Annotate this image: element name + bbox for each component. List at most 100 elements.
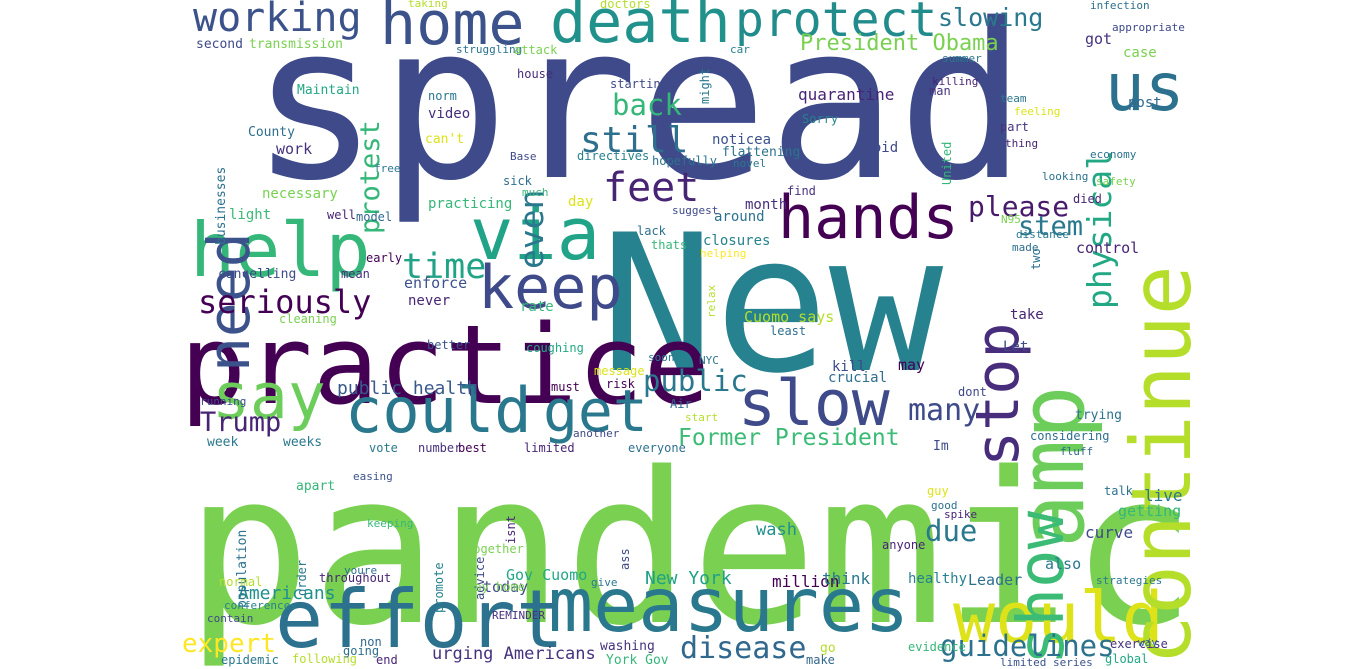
word-keep: keep	[478, 253, 623, 323]
word-disease: disease	[680, 631, 807, 666]
word-quarantine: quarantine	[798, 85, 895, 104]
word-distance: distance	[1016, 228, 1069, 241]
word-work: work	[276, 140, 313, 158]
word-feet: feet	[603, 165, 700, 211]
word-necessary: necessary	[262, 186, 338, 202]
word-good: good	[931, 499, 958, 512]
word-slowing: slowing	[938, 3, 1044, 32]
word-better: better	[427, 338, 471, 352]
word-hands: hands	[778, 183, 959, 253]
word-man: man	[929, 84, 951, 98]
word-isnt: isnt	[504, 515, 518, 544]
word-closures: closures	[703, 233, 771, 249]
word-feeling: feeling	[1014, 105, 1061, 118]
word-curve: curve	[1085, 523, 1134, 542]
word-youre: youre	[344, 564, 378, 577]
word-president-obama: President Obama	[800, 31, 999, 56]
word-sorry: Sorry	[802, 112, 839, 126]
word-house: house	[517, 67, 554, 81]
word-working: working	[193, 0, 362, 41]
word-slow: slow	[738, 367, 890, 440]
word-economy: economy	[1090, 148, 1137, 161]
word-many: many	[908, 393, 981, 428]
word-control: control	[1076, 239, 1140, 257]
word-washing: washing	[600, 639, 655, 654]
word-normal: normal	[219, 575, 263, 589]
word-summer: summer	[942, 52, 982, 65]
word-limited-series: limited series	[1000, 656, 1093, 669]
word-least: least	[770, 324, 807, 338]
word-attack: attack	[514, 43, 558, 57]
word-infection: infection	[1090, 0, 1150, 12]
word-running: running	[200, 395, 247, 408]
word-weeks: weeks	[283, 435, 323, 450]
word-ass: ass	[618, 548, 632, 570]
word-well: well	[327, 208, 356, 222]
word-evidence: evidence	[908, 640, 966, 654]
word-risk: risk	[606, 377, 635, 391]
word-died: died	[1073, 192, 1102, 206]
word-kill: kill	[832, 359, 866, 375]
word-united: United	[940, 141, 954, 185]
word-wash: wash	[756, 520, 797, 540]
word-doctors: doctors	[600, 0, 651, 11]
word-death: death	[550, 0, 731, 57]
word-noticea: noticea	[712, 132, 772, 148]
word-stem: stem	[1018, 211, 1084, 242]
word-spike: spike	[944, 508, 978, 521]
word-county: County	[248, 125, 295, 140]
word-york-gov: York Gov	[606, 653, 669, 668]
word-hopefully: hopefully	[652, 154, 718, 168]
word-promote: promote	[432, 562, 446, 613]
word-continue: continue	[1113, 265, 1210, 665]
word-exercise: exercise	[1110, 637, 1168, 651]
word-guidelines: guidelines	[940, 629, 1115, 663]
word-directives: directives	[577, 149, 650, 163]
word-think: think	[822, 569, 871, 588]
word-healthy: healthy	[908, 571, 968, 587]
word-let: Let	[1003, 339, 1029, 355]
word-americans: Americans	[238, 583, 336, 604]
word-looking: looking	[1042, 170, 1089, 183]
word-please: please	[968, 190, 1070, 223]
word-today: today	[483, 578, 529, 596]
word-public: public	[643, 364, 748, 398]
word-im: Im	[933, 439, 949, 454]
word-safety: safety	[1096, 175, 1136, 188]
word-practice: practice	[180, 301, 710, 429]
word-lack: lack	[637, 224, 666, 238]
word-population: population	[235, 529, 250, 608]
word-starting: starting	[610, 77, 668, 91]
word-dont: dont	[958, 385, 987, 399]
word-crucial: crucial	[828, 370, 888, 386]
word-businesses: businesses	[214, 166, 229, 245]
word-avoid: avoid	[856, 140, 899, 156]
word-pandemic: pandemic	[185, 427, 1197, 669]
word-due: due	[925, 514, 978, 548]
word-via: via	[470, 192, 601, 276]
word-n95: N95	[1001, 213, 1021, 226]
word-guy: guy	[927, 484, 949, 498]
word-seriously: seriously	[198, 283, 372, 321]
word-keeping: keeping	[367, 517, 414, 530]
word-cancelling: cancelling	[218, 267, 297, 282]
word-apart: apart	[296, 479, 336, 494]
word-us: us	[1105, 49, 1185, 126]
word-everyone: everyone	[628, 441, 686, 455]
word-conferences: conferences	[224, 599, 297, 612]
word-never: never	[408, 293, 451, 309]
word-say: say	[212, 360, 326, 433]
word-post: post	[1128, 95, 1162, 111]
word-month: month	[745, 197, 788, 213]
word-part: part	[1000, 120, 1029, 134]
word-going: going	[343, 644, 380, 658]
word-novel: novel	[733, 157, 767, 170]
word-number: number	[418, 441, 462, 455]
word-taking: taking	[408, 0, 448, 10]
word-mean: mean	[341, 267, 370, 281]
word-case: case	[1123, 45, 1157, 61]
word-public-health: public health	[337, 378, 478, 399]
word-video: video	[428, 106, 471, 122]
word-stay-home: stay home	[460, 580, 526, 594]
